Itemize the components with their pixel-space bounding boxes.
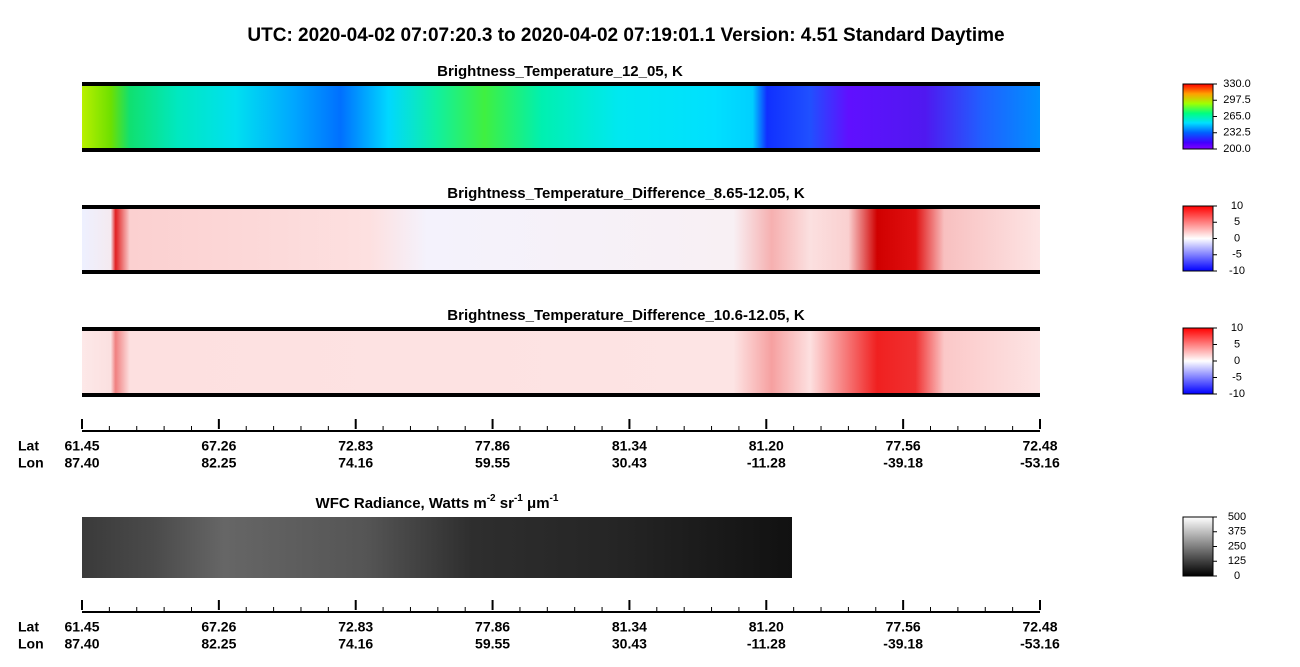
colorbar: [1182, 205, 1214, 272]
lon-tick-label: 59.55: [475, 636, 510, 652]
colorbar-tick-label: 0: [1234, 570, 1240, 582]
lon-tick-label: -53.16: [1020, 636, 1060, 652]
title-part: -2: [487, 493, 496, 504]
lat-tick-label: 81.20: [749, 619, 784, 635]
colorbar-tick-label: 250: [1228, 540, 1246, 552]
colorbar-tick-label: 330.0: [1223, 78, 1251, 90]
title-part: μm: [523, 495, 550, 512]
lat-tick-label: 81.34: [612, 438, 647, 454]
lon-tick-label: 30.43: [612, 636, 647, 652]
lon-tick-label: 59.55: [475, 455, 510, 471]
title-part: -1: [514, 493, 523, 504]
colorbar-tick-label: 10: [1231, 200, 1243, 212]
lat-tick-label: 77.86: [475, 438, 510, 454]
lat-label: Lat: [18, 438, 39, 454]
panel-title: Brightness_Temperature_Difference_8.65-1…: [447, 185, 805, 202]
colorbar-tick-label: 10: [1231, 322, 1243, 334]
lat-label: Lat: [18, 619, 39, 635]
lat-tick-label: 61.45: [64, 438, 99, 454]
panel-title: WFC Radiance, Watts m-2 sr-1 μm-1: [316, 493, 559, 512]
lon-label: Lon: [18, 636, 44, 652]
colorbar-tick-label: -10: [1229, 388, 1245, 400]
lon-tick-label: 87.40: [64, 636, 99, 652]
lon-label: Lon: [18, 455, 44, 471]
lon-tick-label: -39.18: [883, 455, 923, 471]
lat-tick-label: 77.86: [475, 619, 510, 635]
title-part: Brightness_Temperature_Difference_8.65-1…: [447, 185, 805, 202]
lon-tick-label: 82.25: [201, 636, 236, 652]
image: [82, 517, 792, 578]
lat-tick-label: 72.48: [1022, 438, 1057, 454]
colorbar-tick-label: 0: [1234, 355, 1240, 367]
lat-tick-label: 72.83: [338, 438, 373, 454]
colorbar-tick-label: -5: [1232, 371, 1242, 383]
colorbar: [1182, 516, 1214, 577]
title-part: WFC Radiance, Watts m: [316, 495, 487, 512]
lon-tick-label: 82.25: [201, 455, 236, 471]
colorbar-tick-label: 125: [1228, 555, 1246, 567]
lat-tick-label: 77.56: [886, 438, 921, 454]
colorbar-tick-label: 375: [1228, 526, 1246, 538]
lon-tick-label: -11.28: [747, 636, 786, 652]
lon-tick-label: 74.16: [338, 636, 373, 652]
lon-tick-label: 30.43: [612, 455, 647, 471]
colorbar-tick-label: -10: [1229, 265, 1245, 277]
lat-tick-label: 61.45: [64, 619, 99, 635]
lat-tick-label: 77.56: [886, 619, 921, 635]
colorbar-tick-label: 232.5: [1223, 127, 1251, 139]
colorbar-tick-label: 5: [1234, 338, 1240, 350]
image: [82, 207, 1040, 272]
figure-title: UTC: 2020-04-02 07:07:20.3 to 2020-04-02…: [247, 25, 1004, 46]
title-part: -1: [550, 493, 559, 504]
colorbar: [1182, 83, 1214, 150]
colorbar-tick-label: 297.5: [1223, 94, 1251, 106]
lat-tick-label: 81.20: [749, 438, 784, 454]
image: [82, 329, 1040, 395]
title-part: sr: [496, 495, 515, 512]
colorbar-tick-label: -5: [1232, 249, 1242, 261]
colorbar-tick-label: 200.0: [1223, 143, 1251, 155]
lon-tick-label: 87.40: [64, 455, 99, 471]
lat-tick-label: 67.26: [201, 619, 236, 635]
colorbar-tick-label: 0: [1234, 232, 1240, 244]
colorbar: [1182, 327, 1214, 395]
colorbar-tick-label: 265.0: [1223, 110, 1251, 122]
lon-tick-label: -11.28: [747, 455, 786, 471]
lat-tick-label: 67.26: [201, 438, 236, 454]
image: [82, 84, 1040, 150]
title-part: Brightness_Temperature_12_05, K: [437, 63, 683, 80]
lon-tick-label: 74.16: [338, 455, 373, 471]
panel-title: Brightness_Temperature_Difference_10.6-1…: [447, 307, 805, 324]
lat-tick-label: 72.48: [1022, 619, 1057, 635]
title-part: Brightness_Temperature_Difference_10.6-1…: [447, 307, 805, 324]
colorbar-tick-label: 500: [1228, 511, 1246, 523]
lat-tick-label: 81.34: [612, 619, 647, 635]
colorbar-tick-label: 5: [1234, 216, 1240, 228]
panel-title: Brightness_Temperature_12_05, K: [437, 63, 683, 80]
lat-tick-label: 72.83: [338, 619, 373, 635]
image-borders: [82, 82, 1040, 397]
lon-tick-label: -39.18: [883, 636, 923, 652]
lon-tick-label: -53.16: [1020, 455, 1060, 471]
